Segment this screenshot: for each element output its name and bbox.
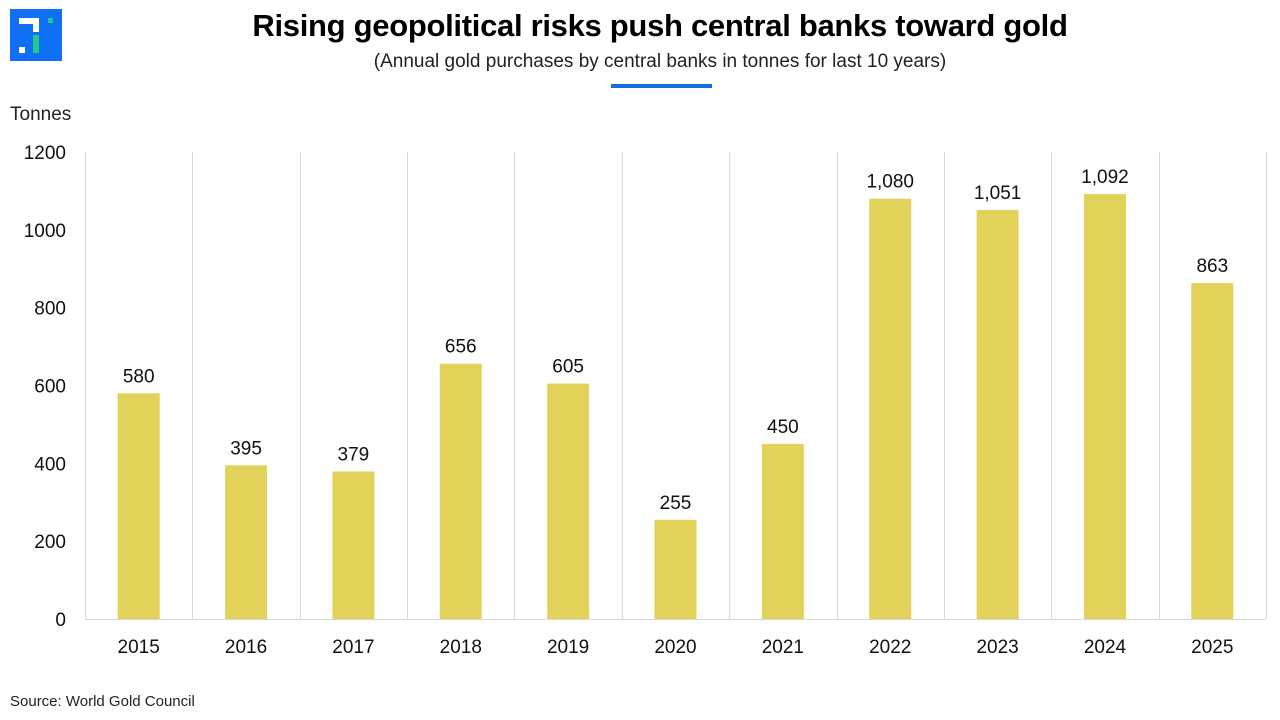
data-label-2017: 379	[338, 445, 370, 466]
bar-2016	[225, 465, 268, 619]
title-underline	[611, 84, 712, 88]
bar-2017	[332, 471, 375, 619]
data-label-2025: 863	[1196, 256, 1228, 277]
y-axis-label: Tonnes	[10, 104, 72, 125]
chart-subtitle: (Annual gold purchases by central banks …	[373, 51, 947, 72]
x-tick-label: 2023	[976, 637, 1018, 658]
data-label-2022: 1,080	[866, 172, 914, 193]
x-tick-label: 2015	[118, 637, 160, 658]
bar-2022	[869, 198, 912, 619]
data-labels: 580 395 379 656 605 255 450 1,080 1,051 1,092 863	[123, 167, 1228, 514]
bar-2019	[547, 383, 590, 619]
data-label-2024: 1,092	[1081, 167, 1129, 188]
data-label-2019: 605	[552, 357, 584, 378]
data-label-2020: 255	[660, 493, 692, 514]
bar-2024	[1083, 194, 1126, 619]
x-tick-label: 2021	[762, 637, 804, 658]
data-label-2021: 450	[767, 417, 799, 438]
bars	[117, 194, 1234, 619]
y-tick-label: 1200	[24, 143, 66, 164]
brand-logo-icon	[10, 9, 62, 61]
source-note: Source: World Gold Council	[10, 693, 195, 710]
data-label-2016: 395	[230, 438, 262, 459]
y-tick-label: 800	[34, 299, 66, 320]
bar-2020	[654, 519, 697, 619]
y-tick-label: 0	[55, 610, 66, 631]
chart-title: Rising geopolitical risks push central b…	[252, 8, 1068, 43]
logo-glyph	[19, 18, 53, 53]
data-label-2015: 580	[123, 366, 155, 387]
y-tick-label: 600	[34, 377, 66, 398]
bar-2015	[117, 393, 160, 619]
bar-2025	[1191, 283, 1234, 619]
y-tick-label: 200	[34, 532, 66, 553]
x-tick-label: 2020	[654, 637, 696, 658]
x-tick-label: 2017	[332, 637, 374, 658]
x-tick-label: 2025	[1191, 637, 1233, 658]
bar-2018	[439, 363, 482, 619]
bar-2023	[976, 209, 1019, 619]
y-tick-label: 1000	[24, 221, 66, 242]
data-label-2018: 656	[445, 337, 477, 358]
x-axis-ticks: 2015 2016 2017 2018 2019 2020 2021 2022 2023 2024…	[118, 637, 1234, 658]
x-tick-label: 2022	[869, 637, 911, 658]
y-axis-ticks: 0 200 400 600 800 1000 1200	[24, 143, 66, 631]
x-tick-label: 2016	[225, 637, 267, 658]
category-gridlines	[85, 152, 1267, 619]
x-tick-label: 2019	[547, 637, 589, 658]
bar-2021	[761, 443, 804, 619]
x-tick-label: 2024	[1084, 637, 1127, 658]
y-tick-label: 400	[34, 454, 66, 475]
x-tick-label: 2018	[440, 637, 482, 658]
data-label-2023: 1,051	[974, 183, 1022, 204]
